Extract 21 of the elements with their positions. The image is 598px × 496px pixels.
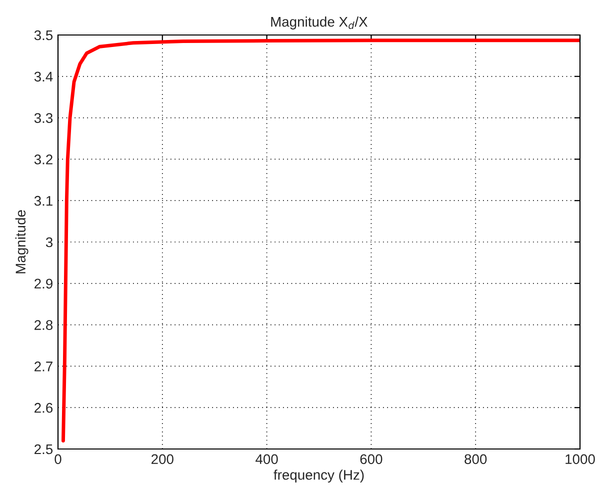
- y-axis-title: Magnitude: [15, 210, 28, 274]
- x-tick-label: 0: [54, 454, 62, 464]
- y-tick-label: 3.4: [34, 72, 53, 82]
- y-tick-label: 3.1: [34, 196, 52, 206]
- x-tick-label: 200: [152, 454, 174, 464]
- y-tick-label: 2.9: [34, 278, 52, 289]
- y-tick-label: 3.3: [34, 113, 53, 123]
- y-tick-label: 2.5: [34, 444, 53, 454]
- y-tick-label: 2.6: [34, 402, 53, 413]
- x-tick-label: 600: [360, 454, 382, 464]
- x-tick-label: 800: [464, 454, 487, 464]
- y-tick-label: 3.5: [34, 30, 53, 40]
- x-tick-label: 400: [256, 454, 278, 464]
- chart-title: Magnitude X$_{d}$/X: [271, 16, 368, 30]
- x-axis-title: frequency (Hz): [274, 470, 364, 483]
- y-tick-label: 2.7: [34, 362, 52, 372]
- line-series: [61, 38, 580, 442]
- x-tick-label: 1000: [566, 454, 595, 464]
- y-tick-label: 3.2: [34, 154, 52, 164]
- y-tick-label: 3: [46, 237, 53, 248]
- y-tick-label: 2.8: [34, 320, 53, 330]
